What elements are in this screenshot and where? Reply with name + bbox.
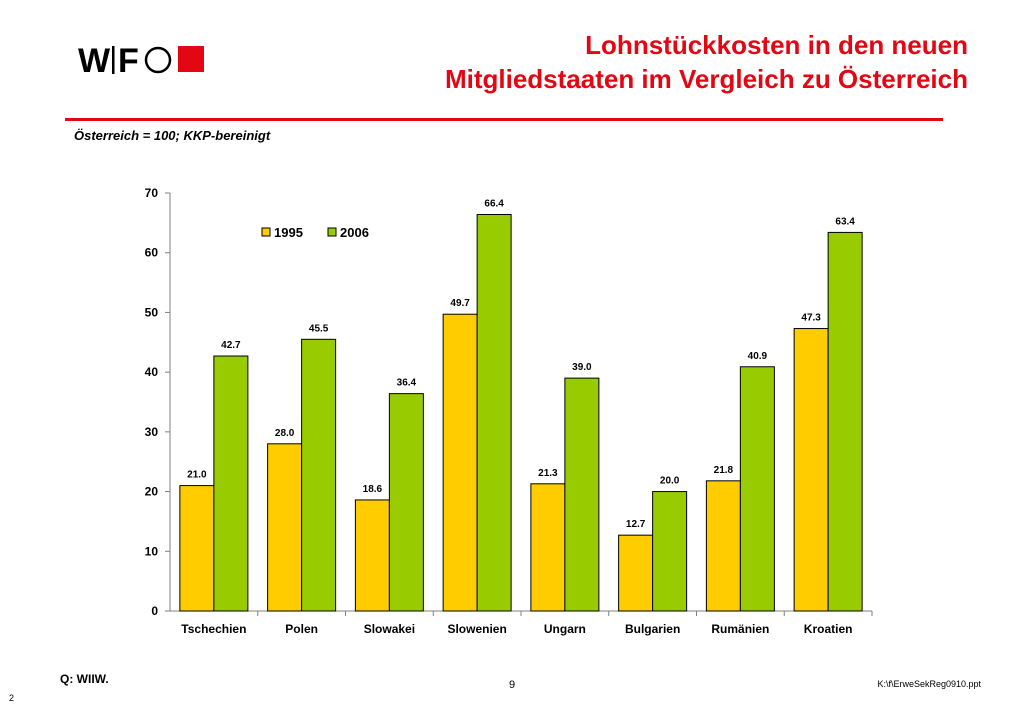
data-label: 49.7 [450,298,470,309]
title-line-1: Lohnstückkosten in den neuen [585,30,968,60]
bar-1995-Bulgarien [618,534,654,612]
bar-2006-Bulgarien [652,491,688,612]
category-label: Slowenien [447,622,506,636]
data-label: 39.0 [572,362,592,373]
y-tick-label: 70 [145,186,159,200]
y-tick-label: 60 [145,246,159,260]
data-label: 66.4 [484,198,504,209]
category-label: Kroatien [804,622,853,636]
data-label: 18.6 [363,484,383,495]
data-label: 12.7 [626,519,646,530]
chart-subtitle: Österreich = 100; KKP-bereinigt [74,128,271,143]
bar-1995-Ungarn [530,483,566,612]
bar-1995-Tschechien [179,485,215,612]
bar-2006-Tschechien [213,355,249,612]
bar-2006-Rumänien [739,366,775,612]
bar-2006-Kroatien [827,231,863,612]
category-label: Slowakei [364,622,415,636]
logo-w: W [78,42,111,80]
data-label: 20.0 [660,476,680,487]
legend-swatch-1995 [261,227,271,237]
category-label: Rumänien [711,622,769,636]
legend-label-1995: 1995 [274,225,303,240]
y-tick-label: 20 [145,485,159,499]
file-path: K:\f\ErweSekReg0910.ppt [877,679,981,689]
y-tick-label: 0 [151,604,158,618]
bar-2006-Slowenien [476,213,512,612]
bar-1995-Rumänien [705,480,741,612]
category-label: Bulgarien [625,622,680,636]
title-divider [65,118,943,121]
legend-label-2006: 2006 [340,225,369,240]
bar-1995-Polen [267,443,303,612]
data-label: 45.5 [309,323,329,334]
bar-1995-Slowenien [442,313,478,612]
data-label: 42.7 [221,340,241,351]
y-tick-label: 50 [145,305,159,319]
data-label: 21.8 [714,465,734,476]
bar-1995-Kroatien [793,328,829,612]
bar-1995-Slowakei [354,499,390,612]
slide-number: 2 [9,693,15,703]
logo-f: F [118,42,139,80]
page-number: 9 [509,679,516,691]
bar-2006-Slowakei [388,393,424,612]
data-label: 36.4 [397,378,417,389]
data-label: 40.9 [748,351,768,362]
bar-2006-Polen [301,338,337,612]
category-label: Ungarn [544,622,586,636]
source-note: Q: WIIW. [60,672,109,686]
y-tick-label: 30 [145,425,159,439]
category-label: Polen [285,622,318,636]
data-label: 21.0 [187,470,207,481]
category-label: Tschechien [181,622,246,636]
data-label: 21.3 [538,468,558,479]
data-label: 28.0 [275,428,295,439]
title-line-2: Mitgliedstaaten im Vergleich zu Österrei… [444,64,968,94]
legend-swatch-2006 [327,227,337,237]
data-label: 47.3 [801,313,821,324]
page-title: Lohnstückkosten in den neuen Mitgliedsta… [328,28,968,96]
y-tick-label: 10 [145,544,159,558]
bar-2006-Ungarn [564,377,600,612]
y-tick-label: 40 [145,365,159,379]
wifo-logo: W F [78,42,204,80]
data-label: 63.4 [835,216,855,227]
